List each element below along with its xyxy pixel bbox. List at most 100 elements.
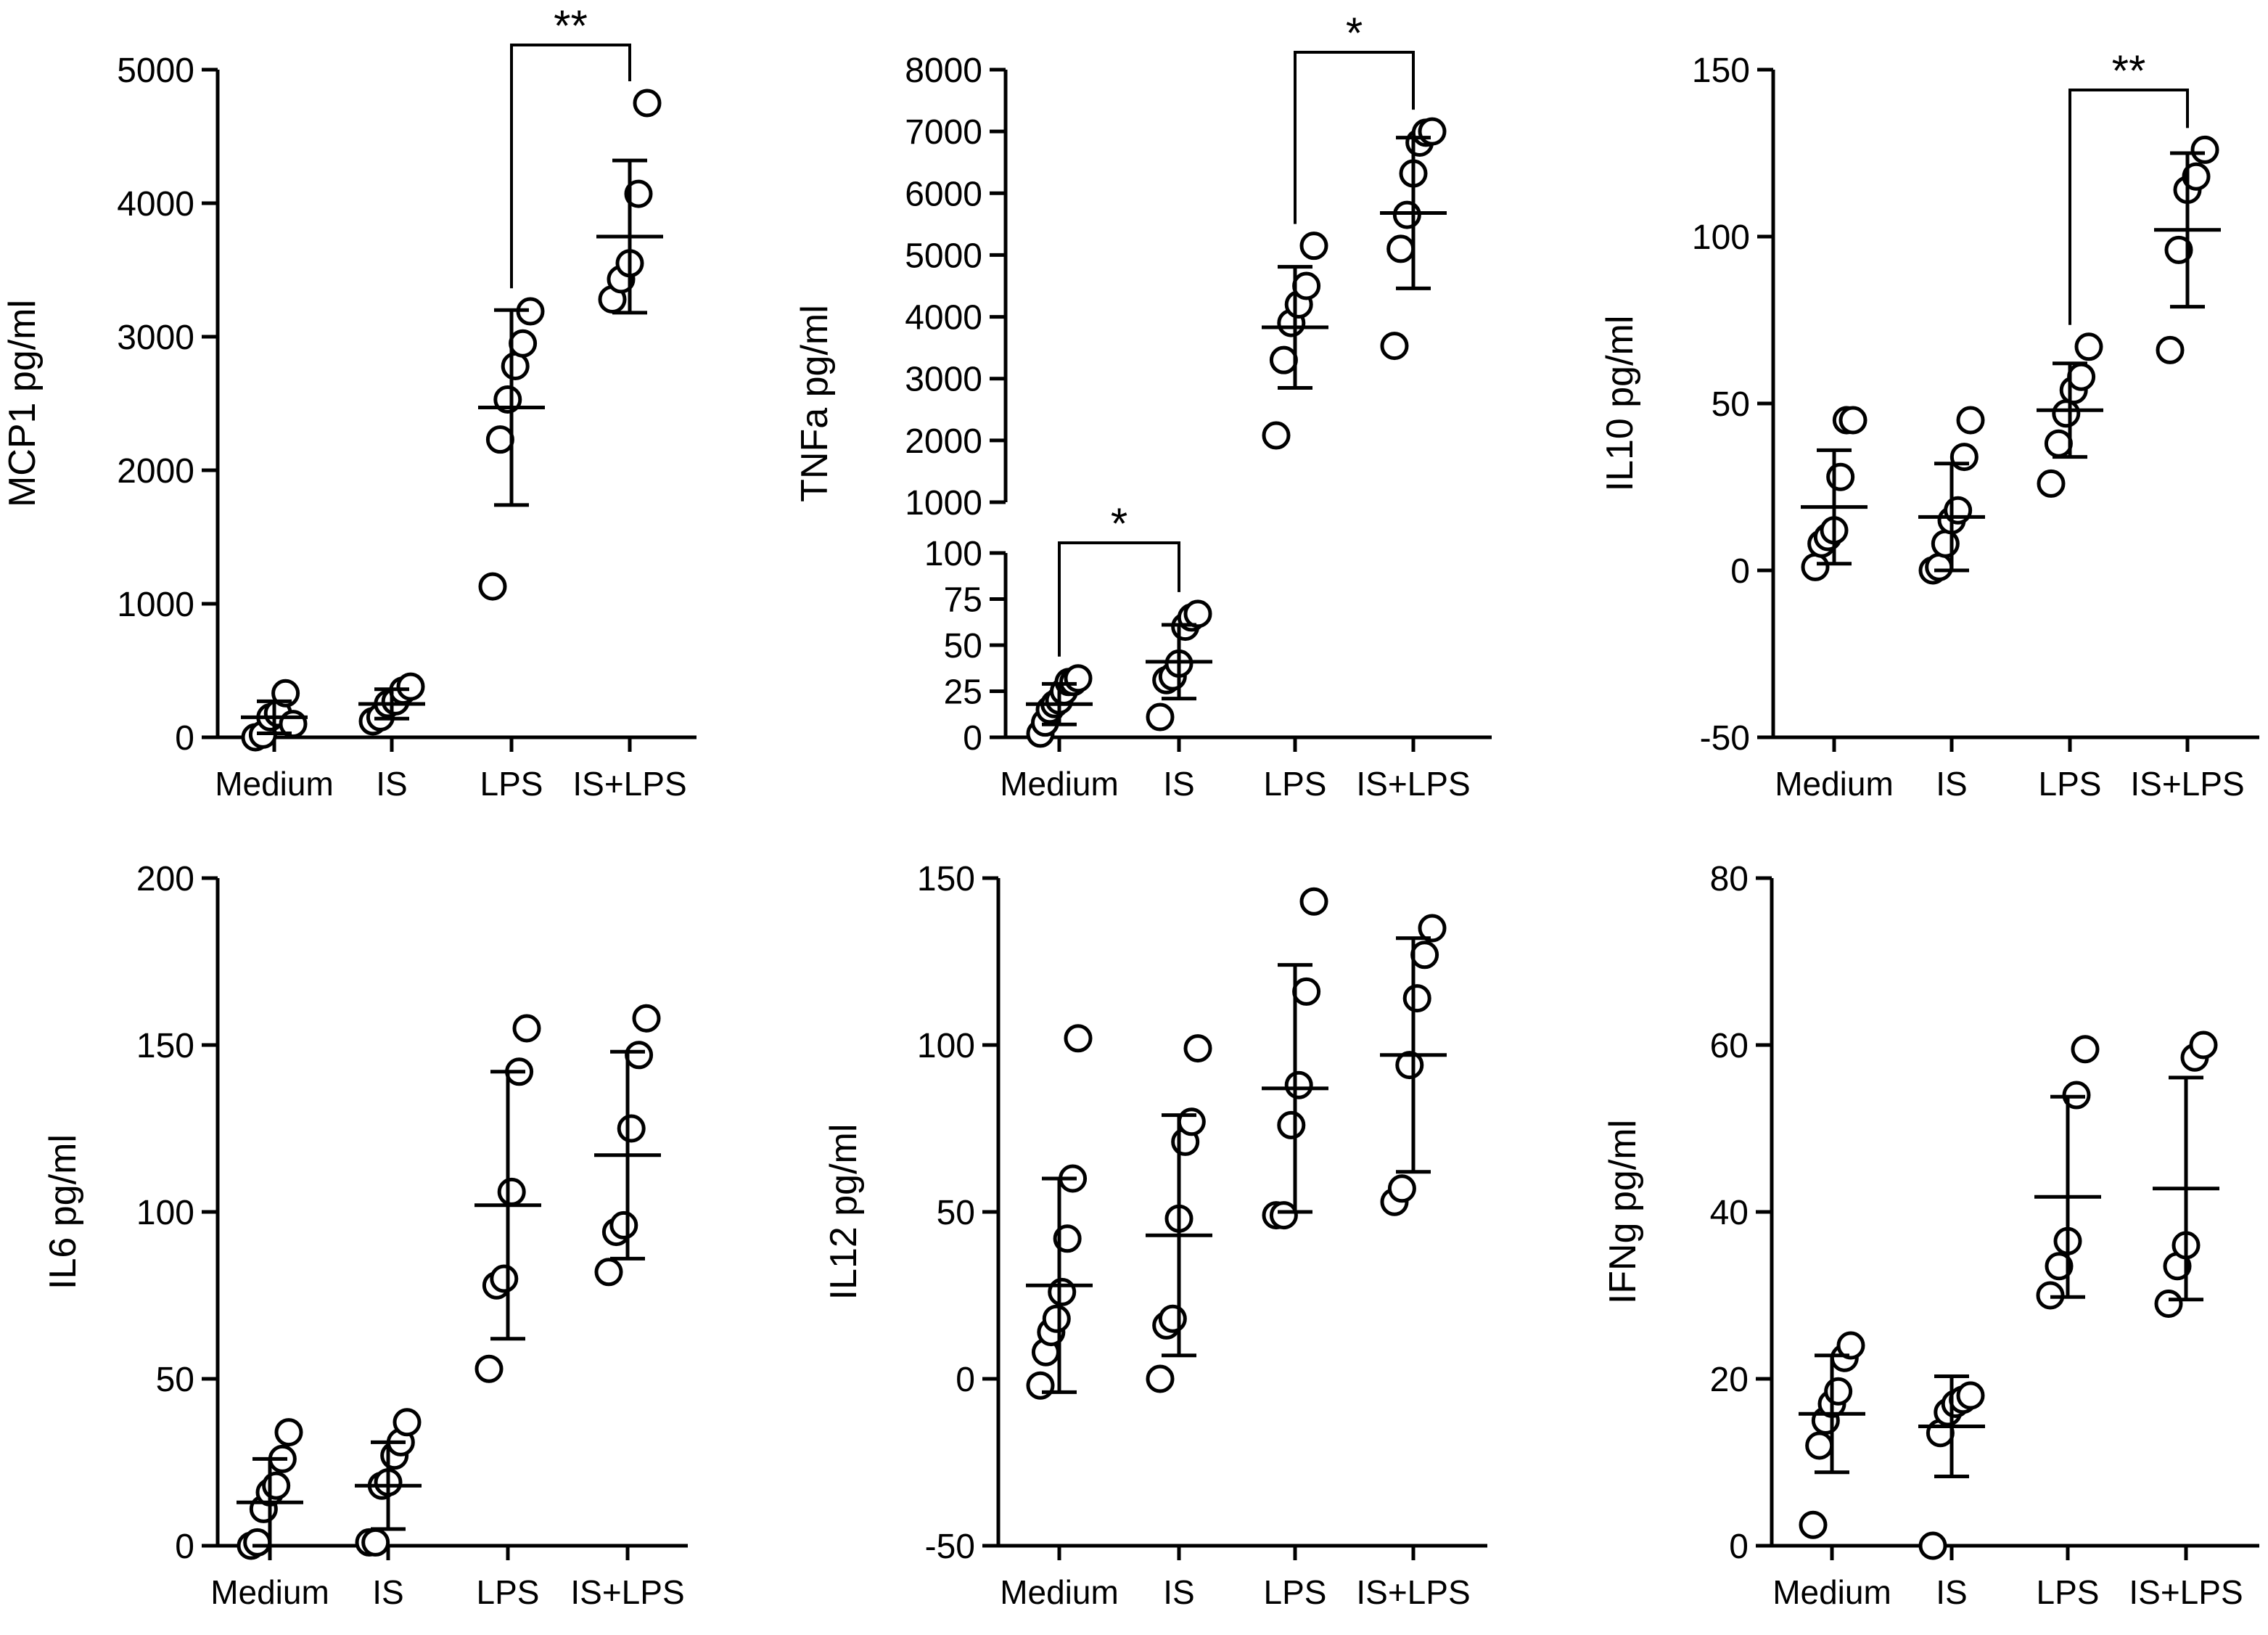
y-axis-label: IL10 pg/ml [1599, 316, 1641, 492]
data-point-lps [2045, 1252, 2074, 1281]
y-tick-label: 7000 [905, 113, 982, 152]
significance-bracket [510, 44, 631, 289]
panel-il10: -50 0 50 100 150 Medium IS LPS IS+LPS IL10 pg/ml *… [1599, 46, 2259, 803]
x-tick-label-is: IS [376, 765, 407, 803]
x-tick-label-is-lps: IS+LPS [570, 1573, 684, 1611]
y-tick-label: 50 [156, 1361, 194, 1399]
x-tick-label-is-lps: IS+LPS [2129, 1573, 2243, 1611]
data-point-is [1146, 1364, 1175, 1393]
data-point-is [1183, 599, 1212, 628]
y-tick-label: -50 [1700, 719, 1750, 758]
significance-bracket [2068, 89, 2189, 325]
y-tick-label: 50 [944, 627, 982, 665]
y-tick-label: 6000 [905, 175, 982, 213]
data-point-lps [1262, 421, 1291, 450]
x-tick-label-medium: Medium [1775, 765, 1894, 803]
y-tick-label: 150 [136, 1027, 194, 1065]
data-point-medium [1042, 1304, 1071, 1333]
y-tick-label: 0 [963, 719, 982, 758]
y-tick-label: 0 [1730, 552, 1750, 591]
y-axis-label: IL6 pg/ml [42, 1134, 84, 1290]
data-point-medium [1799, 1510, 1828, 1539]
data-point-is [1918, 1531, 1947, 1560]
data-point-lps [2074, 332, 2103, 361]
data-point-is [1158, 1304, 1187, 1333]
data-point-is-lps [594, 1258, 623, 1287]
data-point-is-lps [1418, 914, 1447, 943]
x-tick-label-is: IS [1163, 1573, 1194, 1611]
x-tick-label-lps: LPS [2037, 1573, 2100, 1611]
data-point-is-lps [2156, 335, 2185, 364]
y-tick-label: 4000 [117, 185, 194, 224]
data-point-medium [1048, 1277, 1077, 1306]
significance-label: * [1111, 499, 1127, 548]
data-point-lps [1269, 345, 1298, 374]
data-point-is [393, 1408, 422, 1437]
data-point-is-lps [609, 1210, 638, 1239]
data-point-lps [478, 572, 507, 601]
x-tick-label-medium: Medium [215, 765, 334, 803]
data-point-lps [485, 425, 514, 454]
data-point-medium [262, 1471, 291, 1500]
data-point-is-lps [2164, 235, 2193, 264]
data-point-medium [271, 679, 300, 708]
data-point-is [1944, 496, 1973, 525]
data-point-is [1956, 1381, 1985, 1410]
x-tick-label-is: IS [1936, 1573, 1967, 1611]
data-point-is-lps [2154, 1290, 2183, 1318]
y-tick-label: 3000 [117, 319, 194, 357]
data-point-medium [1838, 406, 1868, 435]
data-point-is [1925, 552, 1954, 581]
y-axis-label: IFNg pg/ml [1602, 1120, 1644, 1304]
data-point-is-lps [1395, 1051, 1424, 1080]
y-tick-label: 60 [1710, 1027, 1749, 1065]
x-tick-label-medium: Medium [1000, 765, 1119, 803]
y-tick-label: 200 [136, 860, 194, 898]
data-point-is [1931, 529, 1960, 558]
significance-label: * [1346, 9, 1363, 57]
data-point-lps [2071, 1035, 2100, 1064]
data-point-medium [1836, 1331, 1865, 1360]
y-tick-label: 50 [937, 1194, 975, 1232]
y-tick-label: 150 [917, 860, 975, 898]
panel-tnfa: 0 25 50 75 100 1000 2000 3000 4000 5000 6000 7000 80… [794, 9, 1492, 803]
y-tick-label: 2000 [117, 452, 194, 491]
significance-label: ** [554, 1, 588, 50]
data-point-lps [1284, 1070, 1313, 1099]
data-point-medium [274, 1418, 303, 1447]
data-point-is [1956, 406, 1985, 435]
y-axis-label: IL12 pg/ml [823, 1124, 865, 1300]
data-point-medium [1026, 1371, 1055, 1400]
x-tick-label-is: IS [372, 1573, 403, 1611]
x-tick-label-is-lps: IS+LPS [1356, 1573, 1470, 1611]
data-point-lps [1299, 231, 1328, 261]
data-point-is [1146, 702, 1175, 732]
y-tick-label: 20 [1710, 1361, 1749, 1399]
data-point-lps [2044, 429, 2073, 458]
y-tick-label: 0 [956, 1361, 975, 1399]
y-tick-label: 5000 [117, 52, 194, 90]
y-tick-label: 150 [1692, 52, 1750, 90]
data-point-is [1949, 443, 1979, 472]
data-point-medium [1801, 552, 1830, 581]
y-tick-label: 75 [944, 581, 982, 620]
x-tick-label-lps: LPS [480, 765, 543, 803]
data-point-medium [1826, 462, 1855, 491]
data-point-is [396, 672, 425, 701]
x-tick-label-is-lps: IS+LPS [2130, 765, 2244, 803]
y-tick-label: 40 [1710, 1194, 1749, 1232]
y-tick-label: 1000 [905, 484, 982, 523]
y-tick-label: 4000 [905, 299, 982, 337]
data-point-is [1177, 1107, 1206, 1136]
x-tick-label-medium: Medium [210, 1573, 329, 1611]
x-tick-label-is-lps: IS+LPS [1356, 765, 1470, 803]
data-point-lps [1292, 271, 1321, 300]
data-point-lps [497, 1177, 526, 1206]
panel-il12: -50 0 50 100 150 Medium IS LPS IS+LPS IL12 pg/ml [823, 860, 1487, 1611]
data-point-lps [490, 1264, 519, 1293]
data-point-is-lps [625, 1041, 654, 1070]
x-tick-label-lps: LPS [1264, 765, 1327, 803]
y-tick-label: 5000 [905, 237, 982, 275]
data-point-lps [493, 385, 522, 414]
x-tick-label-is: IS [1936, 765, 1967, 803]
